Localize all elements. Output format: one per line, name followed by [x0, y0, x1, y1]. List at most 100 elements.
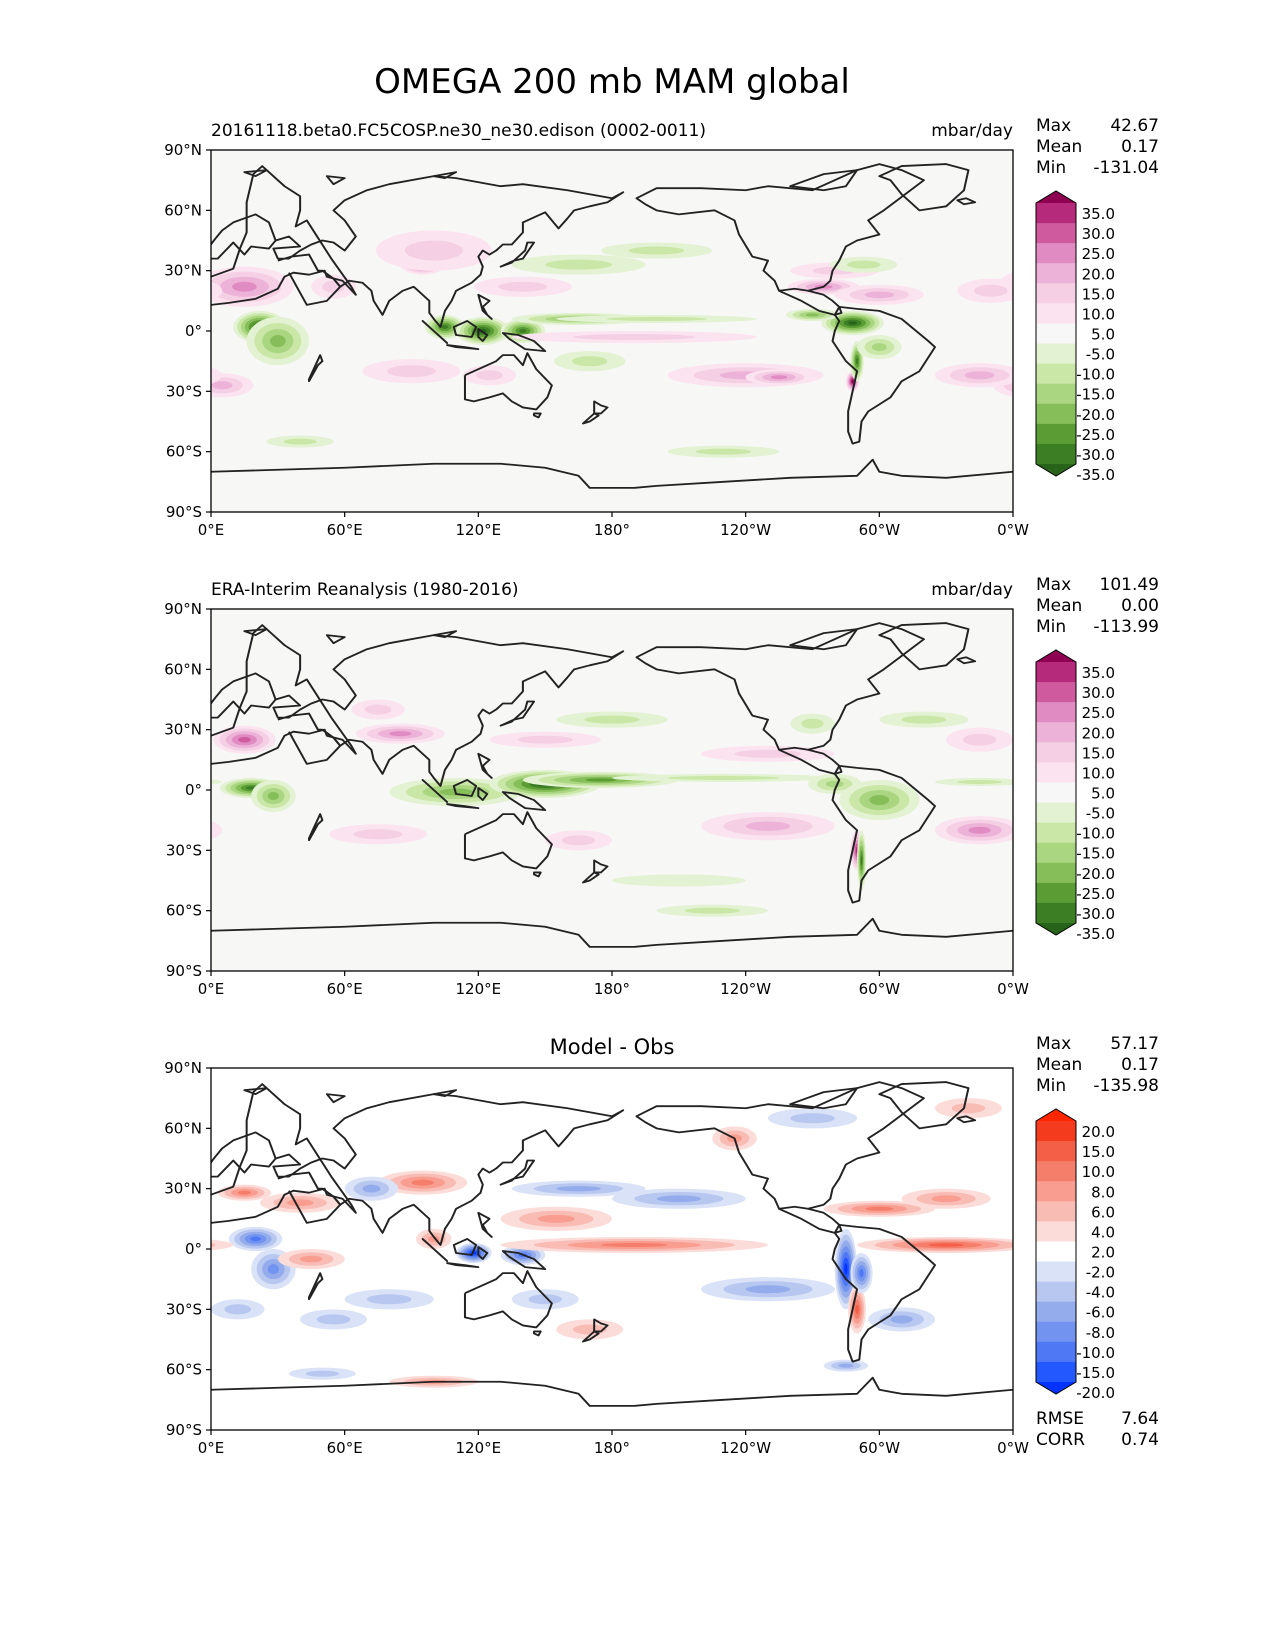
colorbar-tick-label: -4.0: [1086, 1284, 1115, 1302]
contour-band: [928, 1243, 964, 1247]
colorbar-tick-label: -15.0: [1076, 386, 1115, 404]
colorbar-tick-label: -15.0: [1076, 1364, 1115, 1382]
stat-min-value: -131.04: [1093, 158, 1159, 178]
field-blob: [935, 1098, 1002, 1119]
colorbar-tick-label: 10.0: [1082, 1163, 1115, 1181]
colorbar-tick-label: -6.0: [1086, 1304, 1115, 1322]
units-label: mbar/day: [931, 580, 1013, 600]
colorbar-tick-label: 10.0: [1082, 764, 1115, 782]
x-tick-label: 60°W: [859, 521, 901, 539]
contour-band: [612, 874, 746, 887]
contour-band: [848, 321, 858, 325]
field-blob: [375, 230, 492, 271]
contour-band: [951, 1103, 986, 1114]
contour-band: [545, 259, 613, 270]
field-blob: [500, 1236, 768, 1254]
colorbar-extend-min: [1036, 464, 1076, 476]
colorbar-tick-label: 2.0: [1091, 1244, 1115, 1262]
colorbar-tick-label: 15.0: [1082, 285, 1115, 303]
field-blob: [462, 365, 517, 386]
x-tick-label: 180°: [594, 1439, 630, 1457]
colorbar-tick-label: 35.0: [1082, 664, 1115, 682]
colorbar-tick-label: 15.0: [1082, 1143, 1115, 1161]
stat-max-value: 57.17: [1110, 1034, 1159, 1054]
x-tick-label: 120°W: [720, 980, 771, 998]
colorbar-band: [1036, 762, 1076, 783]
stat-max-value: 42.67: [1110, 116, 1159, 136]
y-tick-label: 90°S: [166, 503, 202, 521]
field-blob: [790, 713, 835, 734]
colorbar-tick-label: 30.0: [1082, 225, 1115, 243]
field-blob: [351, 699, 405, 720]
field-blob: [556, 314, 757, 323]
x-tick-label: 60°W: [859, 1439, 901, 1457]
contour-band: [237, 1190, 252, 1195]
contour-band: [745, 1285, 791, 1294]
field-blob: [857, 335, 902, 360]
field-blob: [355, 723, 445, 744]
colorbar-outline: [1035, 649, 1077, 936]
field-blob: [511, 1180, 646, 1197]
panel-title: ERA-Interim Reanalysis (1980-2016): [211, 580, 519, 600]
y-tick-label: 0°: [185, 1240, 202, 1258]
contour-band: [890, 1315, 913, 1324]
colorbar-band: [1036, 1321, 1076, 1343]
colorbar-tick-label: 20.0: [1082, 265, 1115, 283]
y-tick-label: 90°N: [164, 1059, 202, 1077]
colorbar-band: [1036, 203, 1076, 224]
y-tick-label: 30°S: [166, 841, 202, 859]
field-blob: [745, 369, 813, 386]
colorbar-tick-label: -20.0: [1076, 865, 1115, 883]
x-tick-label: 0°W: [997, 521, 1029, 539]
x-tick-label: 120°E: [456, 521, 502, 539]
colorbar-extend-min: [1036, 1382, 1076, 1394]
contour-band: [571, 356, 608, 367]
contour-band: [498, 281, 548, 292]
field-blob: [277, 1248, 345, 1270]
colorbar-tick-label: -35.0: [1076, 925, 1115, 943]
field-blob: [228, 1226, 283, 1252]
contour-band: [366, 1294, 412, 1305]
field-blob: [473, 276, 572, 297]
colorbar-band: [1036, 403, 1076, 425]
colorbar-tick-label: 15.0: [1082, 744, 1115, 762]
contour-band: [667, 775, 780, 780]
stat-max-label: Max: [1036, 575, 1071, 595]
colorbar-tick-label: -10.0: [1076, 1344, 1115, 1362]
map-background: [211, 150, 1013, 512]
contour-band: [224, 1304, 252, 1315]
contour-band: [968, 826, 991, 834]
field-blob: [701, 1277, 835, 1302]
contour-band: [561, 835, 596, 846]
field-blob: [957, 278, 1013, 303]
y-tick-label: 30°S: [166, 382, 202, 400]
field-blob: [656, 904, 768, 917]
contour-band: [556, 1185, 601, 1192]
contour-band: [606, 316, 707, 321]
field-blob: [857, 1236, 1013, 1254]
field-blob: [545, 830, 613, 851]
colorbar-band: [1036, 782, 1076, 804]
contour-band: [126, 1243, 162, 1246]
contour-band: [734, 749, 802, 758]
contour-band: [517, 735, 574, 744]
stat-mean-value: 0.17: [1121, 1055, 1159, 1075]
field-blob: [767, 1108, 858, 1129]
field-blob: [500, 1206, 612, 1231]
contour-band: [964, 371, 995, 380]
x-tick-label: 120°W: [720, 1439, 771, 1457]
colorbar-band: [1036, 323, 1076, 345]
field-blob: [935, 816, 1013, 845]
field-blob: [251, 779, 296, 813]
field-blob: [511, 331, 757, 344]
field-blob: [211, 373, 254, 398]
contour-band: [864, 291, 895, 299]
contour-band: [267, 792, 279, 801]
field-layer: [211, 699, 1013, 917]
field-blob: [935, 777, 1013, 786]
y-tick-label: 0°: [185, 781, 202, 799]
field-blob: [701, 812, 835, 841]
colorbar-band: [1036, 1201, 1076, 1222]
colorbar-band: [1036, 1141, 1076, 1162]
colorbar-outline: [1035, 1108, 1077, 1395]
